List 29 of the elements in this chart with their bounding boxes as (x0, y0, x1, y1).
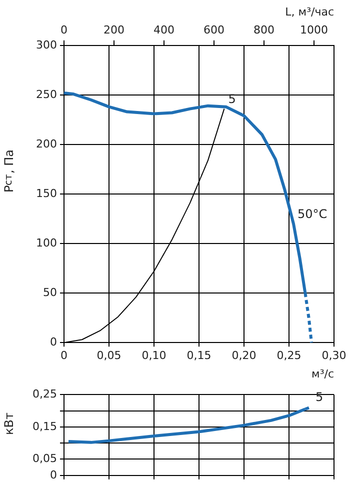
x-tick-label: 0,10 (142, 349, 166, 362)
y-tick-label: 150 (36, 186, 57, 200)
y-tick-label: 0 (50, 335, 57, 348)
x2-tick-label: 600 (204, 24, 224, 37)
x2-axis-title: L, м³/час (285, 5, 334, 18)
y-tick-label: 0 (50, 468, 57, 482)
y-tick-label: 0,15 (32, 420, 57, 433)
y-tick-label: 100 (36, 236, 57, 250)
y-tick-label: 0,25 (32, 387, 57, 400)
x-axis-title: м³/с (312, 367, 334, 380)
annotation: 50°C (298, 206, 328, 221)
y-axis-title: кВт (2, 412, 16, 435)
x2-tick-label: 400 (154, 24, 174, 37)
x-tick-label: 0,30 (322, 349, 346, 362)
y-tick-label: 0,05 (32, 452, 57, 466)
x-tick-label: 0 (60, 349, 68, 362)
x-tick-label: 0,15 (186, 349, 212, 362)
y-tick-label: 300 (36, 38, 57, 52)
x-tick-label: 0,25 (276, 349, 302, 362)
x2-tick-label: 1000 (300, 24, 328, 37)
x2-tick-label: 800 (254, 24, 274, 37)
y-tick-label: 250 (36, 88, 57, 101)
y-tick-label: 200 (36, 137, 57, 150)
x2-tick-label: 200 (104, 24, 124, 37)
annotation: 5 (228, 92, 236, 106)
y-tick-label: 50 (43, 286, 57, 299)
x-tick-label: 0,20 (232, 349, 256, 362)
x2-tick-label: 0 (60, 24, 68, 37)
x-tick-label: 0,05 (96, 349, 122, 362)
